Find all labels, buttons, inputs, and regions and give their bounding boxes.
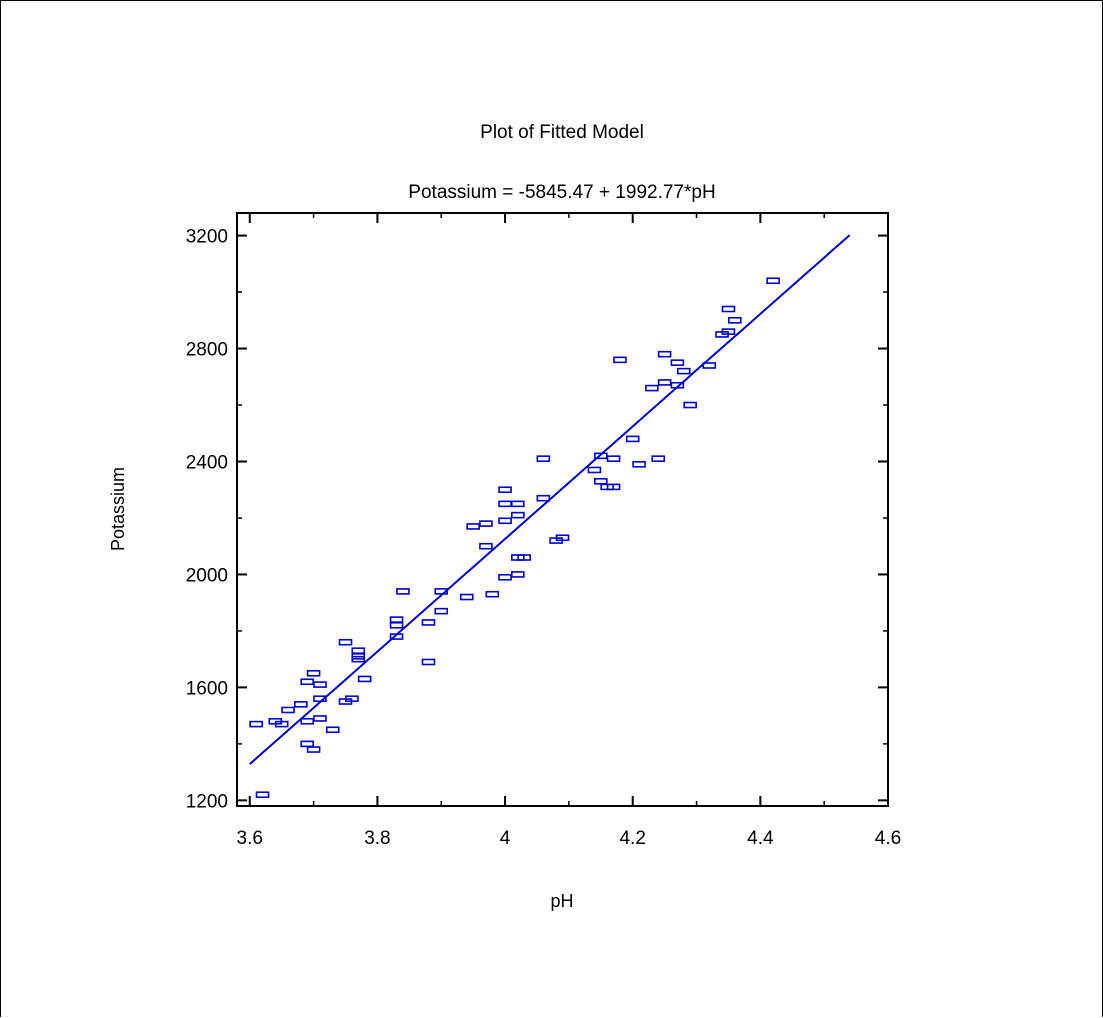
data-point (485, 590, 500, 598)
data-point (421, 658, 436, 666)
y-axis-title: Potassium (108, 467, 128, 551)
data-point (587, 466, 602, 474)
chart-title: Plot of Fitted Model (480, 122, 644, 143)
data-point (536, 494, 551, 502)
data-point (306, 669, 321, 677)
axis-ticks (237, 213, 889, 806)
y-tick-labels: 1200 1600 2000 2400 2800 3200 (186, 227, 228, 813)
data-point (389, 616, 404, 623)
chart-subtitle: Potassium = -5845.47 + 1992.77*pH (408, 182, 715, 203)
data-point (479, 542, 493, 550)
x-tick-label: 3.6 (237, 828, 263, 849)
y-tick-label: 2400 (186, 452, 228, 473)
data-points (249, 277, 780, 799)
data-point (300, 717, 315, 725)
data-point (345, 695, 359, 702)
data-point (389, 633, 404, 640)
data-point (498, 486, 512, 494)
data-point (517, 554, 532, 561)
data-point (313, 695, 327, 702)
data-point (306, 746, 321, 753)
data-point (498, 500, 512, 508)
data-point (357, 675, 372, 683)
data-point (728, 317, 742, 324)
x-tick-label: 4 (500, 828, 511, 849)
data-point (325, 726, 340, 734)
data-point (313, 681, 327, 688)
data-point (555, 534, 570, 542)
data-point (511, 571, 525, 578)
data-point (274, 720, 289, 728)
data-point (338, 638, 353, 646)
x-tick-label: 4.6 (875, 828, 901, 849)
data-point (606, 483, 621, 491)
y-tick-label: 1600 (186, 678, 228, 699)
data-point (670, 359, 685, 366)
data-point (632, 461, 646, 468)
data-point (313, 715, 327, 722)
data-point (300, 740, 315, 748)
y-tick-label: 2800 (186, 340, 228, 361)
data-point (645, 384, 659, 392)
data-point (421, 619, 436, 626)
data-point (498, 573, 512, 581)
data-point (593, 477, 608, 485)
data-point (396, 588, 410, 595)
data-point (389, 621, 404, 629)
data-point (498, 517, 512, 525)
data-point (683, 401, 697, 409)
data-point (351, 655, 366, 663)
x-axis-title: pH (550, 891, 573, 911)
data-point (511, 511, 525, 519)
data-point (536, 455, 551, 462)
y-tick-label: 2000 (186, 565, 228, 586)
data-point (300, 678, 315, 686)
data-point (249, 720, 263, 728)
data-point (625, 435, 640, 443)
data-point (670, 381, 685, 389)
data-point (255, 791, 270, 799)
y-tick-label: 3200 (186, 227, 228, 248)
data-point (466, 523, 480, 530)
data-point (766, 277, 780, 285)
data-point (657, 350, 672, 358)
data-point (281, 706, 295, 714)
x-tick-labels: 3.6 3.8 4 4.2 4.4 4.6 (237, 828, 902, 849)
data-point (606, 455, 621, 462)
data-point (351, 647, 366, 654)
x-tick-label: 4.2 (619, 828, 645, 849)
data-point (702, 362, 717, 369)
data-point (657, 379, 672, 386)
data-point (479, 520, 493, 527)
data-point (511, 500, 525, 508)
data-point (434, 607, 449, 615)
data-point (651, 455, 666, 462)
data-point (294, 701, 308, 708)
data-point (459, 593, 474, 601)
data-point (721, 305, 736, 313)
data-point (721, 328, 736, 335)
data-point (676, 367, 691, 375)
data-point (613, 356, 627, 364)
y-tick-label: 1200 (186, 791, 228, 812)
plot-area-border (236, 212, 889, 807)
data-point (434, 588, 449, 595)
x-tick-label: 4.4 (747, 828, 774, 849)
x-tick-label: 3.8 (364, 828, 390, 849)
